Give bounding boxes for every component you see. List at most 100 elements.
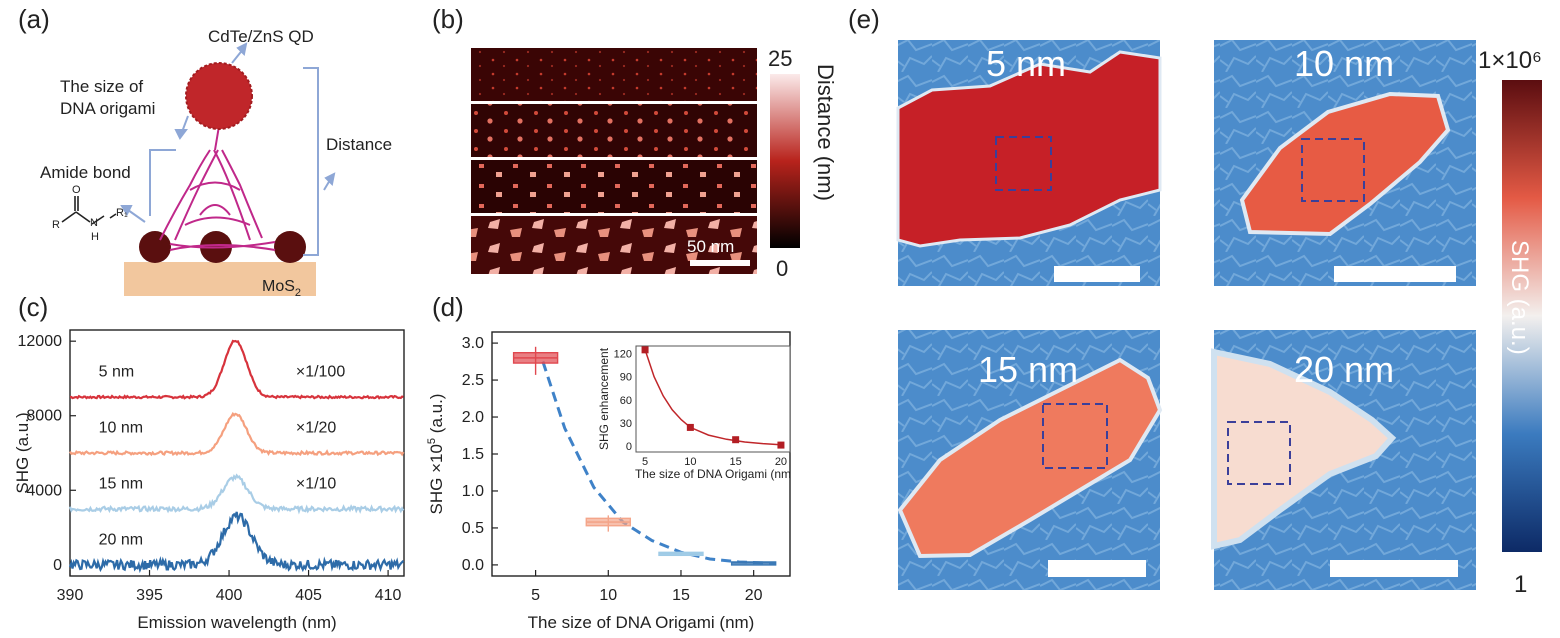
distance-label: Distance <box>326 135 392 154</box>
size-label-2: DNA origami <box>60 99 155 118</box>
afm-panel-b: 50 nm 25 0 Distance (nm) <box>471 46 838 281</box>
shg-tile-20nm: 20 nm <box>1211 330 1476 590</box>
scale-label: ×1/20 <box>296 420 337 437</box>
scale-label: ×1/10 <box>296 475 337 492</box>
tile-label-3: 15 nm <box>978 349 1078 390</box>
inset-y-tick-label: 60 <box>620 395 632 407</box>
inset-x-tick-label: 5 <box>642 456 648 468</box>
x-tick-label: 410 <box>375 587 402 604</box>
afm-scalebar-label: 50 nm <box>687 237 734 256</box>
inset-frame <box>635 345 791 453</box>
scale-label: ×1/100 <box>296 364 345 381</box>
shg-colorbar <box>1502 80 1542 552</box>
inset-point <box>686 423 694 431</box>
inset-point <box>732 436 740 444</box>
roi-box <box>1301 138 1365 202</box>
afm-cbar-label: Distance (nm) <box>813 64 838 201</box>
tile-label-2: 10 nm <box>1294 43 1394 84</box>
chart-d: 5 10 15 20 0.0 0.5 1.0 1.5 2.0 2.5 3.0 The size of … <box>426 331 791 632</box>
inset-y-tick-label: 90 <box>620 372 632 384</box>
inset-point <box>641 346 649 354</box>
bead-left <box>139 231 171 263</box>
spectrum-line <box>68 511 405 574</box>
amide-structure <box>61 196 117 225</box>
y-tick-label: 1.0 <box>462 483 484 500</box>
curve-label: 5 nm <box>99 364 135 381</box>
panel-label-c: (c) <box>18 292 49 322</box>
inset-y-label: SHG enhancement <box>597 347 611 450</box>
inset-x-tick-label: 20 <box>775 456 787 468</box>
tile-label-4: 20 nm <box>1294 349 1394 390</box>
panel-label-b: (b) <box>432 4 464 34</box>
y-tick-label: 0.0 <box>462 557 484 574</box>
y-tick-label: 8000 <box>26 408 62 425</box>
tile-label-1: 5 nm <box>986 43 1066 84</box>
size-bracket <box>149 149 176 216</box>
curve-label: 15 nm <box>99 475 143 492</box>
y-tick-label: 2.0 <box>462 409 484 426</box>
qd-label: CdTe/ZnS QD <box>208 27 314 46</box>
x-tick-label: 20 <box>745 587 763 604</box>
curve-label: 10 nm <box>99 420 143 437</box>
shg-scalebar <box>1054 266 1140 282</box>
y-tick-label: 2.5 <box>462 372 484 389</box>
afm-strip-1 <box>471 48 757 101</box>
afm-scalebar <box>690 260 750 266</box>
y-tick-label: 3.0 <box>462 335 484 352</box>
fit-curve <box>541 361 776 565</box>
quantum-dot <box>185 62 253 130</box>
chart-c: 390 395 400 405 410 0 4000 8000 12000 Emission wa… <box>13 329 405 632</box>
chem-n: N <box>90 217 98 229</box>
y-tick-label: 1.5 <box>462 446 484 463</box>
roi-box <box>1042 403 1108 469</box>
spectrum-line <box>69 339 404 400</box>
shg-cbar-max: 1×10⁶ <box>1478 47 1542 74</box>
afm-cbar-max: 25 <box>768 46 792 71</box>
panel-label-d: (d) <box>432 292 464 322</box>
y-tick-label: 0.5 <box>462 520 484 537</box>
annotation-arrows <box>120 42 336 223</box>
inset-point <box>777 441 785 449</box>
bead-right <box>274 231 306 263</box>
x-axis-label: The size of DNA Origami (nm) <box>528 613 755 632</box>
shg-scalebar <box>1048 560 1146 577</box>
shg-tile-15nm: 15 nm <box>897 330 1163 590</box>
shg-scalebar <box>1330 560 1458 577</box>
y-axis-label: SHG ×105 (a.u.) <box>426 394 446 515</box>
panel-label-a: (a) <box>18 4 50 34</box>
amide-label: Amide bond <box>40 163 131 182</box>
inset-y-tick-label: 0 <box>626 441 632 453</box>
shg-maps-e: 5 nm 10 nm 15 nm 20 nm 1×10⁶ 1 SHG (a.u.… <box>896 40 1542 598</box>
x-tick-label: 15 <box>672 587 690 604</box>
x-tick-label: 10 <box>599 587 617 604</box>
dna-origami <box>159 119 276 251</box>
spectrum-line <box>69 411 405 457</box>
inset-y-tick-label: 120 <box>614 349 632 361</box>
afm-colorbar <box>770 74 800 248</box>
roi-box <box>1227 421 1291 485</box>
x-tick-label: 390 <box>57 587 84 604</box>
spectrum-line <box>68 473 405 515</box>
x-tick-label: 405 <box>295 587 322 604</box>
distance-bracket <box>303 67 319 256</box>
inset-y-tick-label: 30 <box>620 418 632 430</box>
shg-tile-10nm: 10 nm <box>1214 40 1476 286</box>
afm-cbar-min: 0 <box>776 256 788 281</box>
chem-h: H <box>91 231 99 243</box>
y-axis-label: SHG (a.u.) <box>13 412 32 493</box>
y-tick-label: 12000 <box>18 333 63 350</box>
roi-box <box>995 136 1052 191</box>
x-axis-label: Emission wavelength (nm) <box>137 613 336 632</box>
y-tick-label: 4000 <box>26 482 62 499</box>
shg-scalebar <box>1334 266 1456 282</box>
shg-tile-5nm: 5 nm <box>896 40 1162 286</box>
shg-cbar-label: SHG (a.u.) <box>1506 240 1533 355</box>
curve-label: 20 nm <box>99 531 143 548</box>
schematic-a: R O N H R₁ CdTe/ZnS QD The size of DNA o… <box>40 27 392 299</box>
chem-r1: R₁ <box>116 207 128 219</box>
inset-x-tick-label: 15 <box>730 456 742 468</box>
chem-o: O <box>72 184 81 196</box>
size-label-1: The size of <box>60 77 143 96</box>
x-tick-label: 395 <box>136 587 163 604</box>
x-tick-label: 400 <box>216 587 243 604</box>
